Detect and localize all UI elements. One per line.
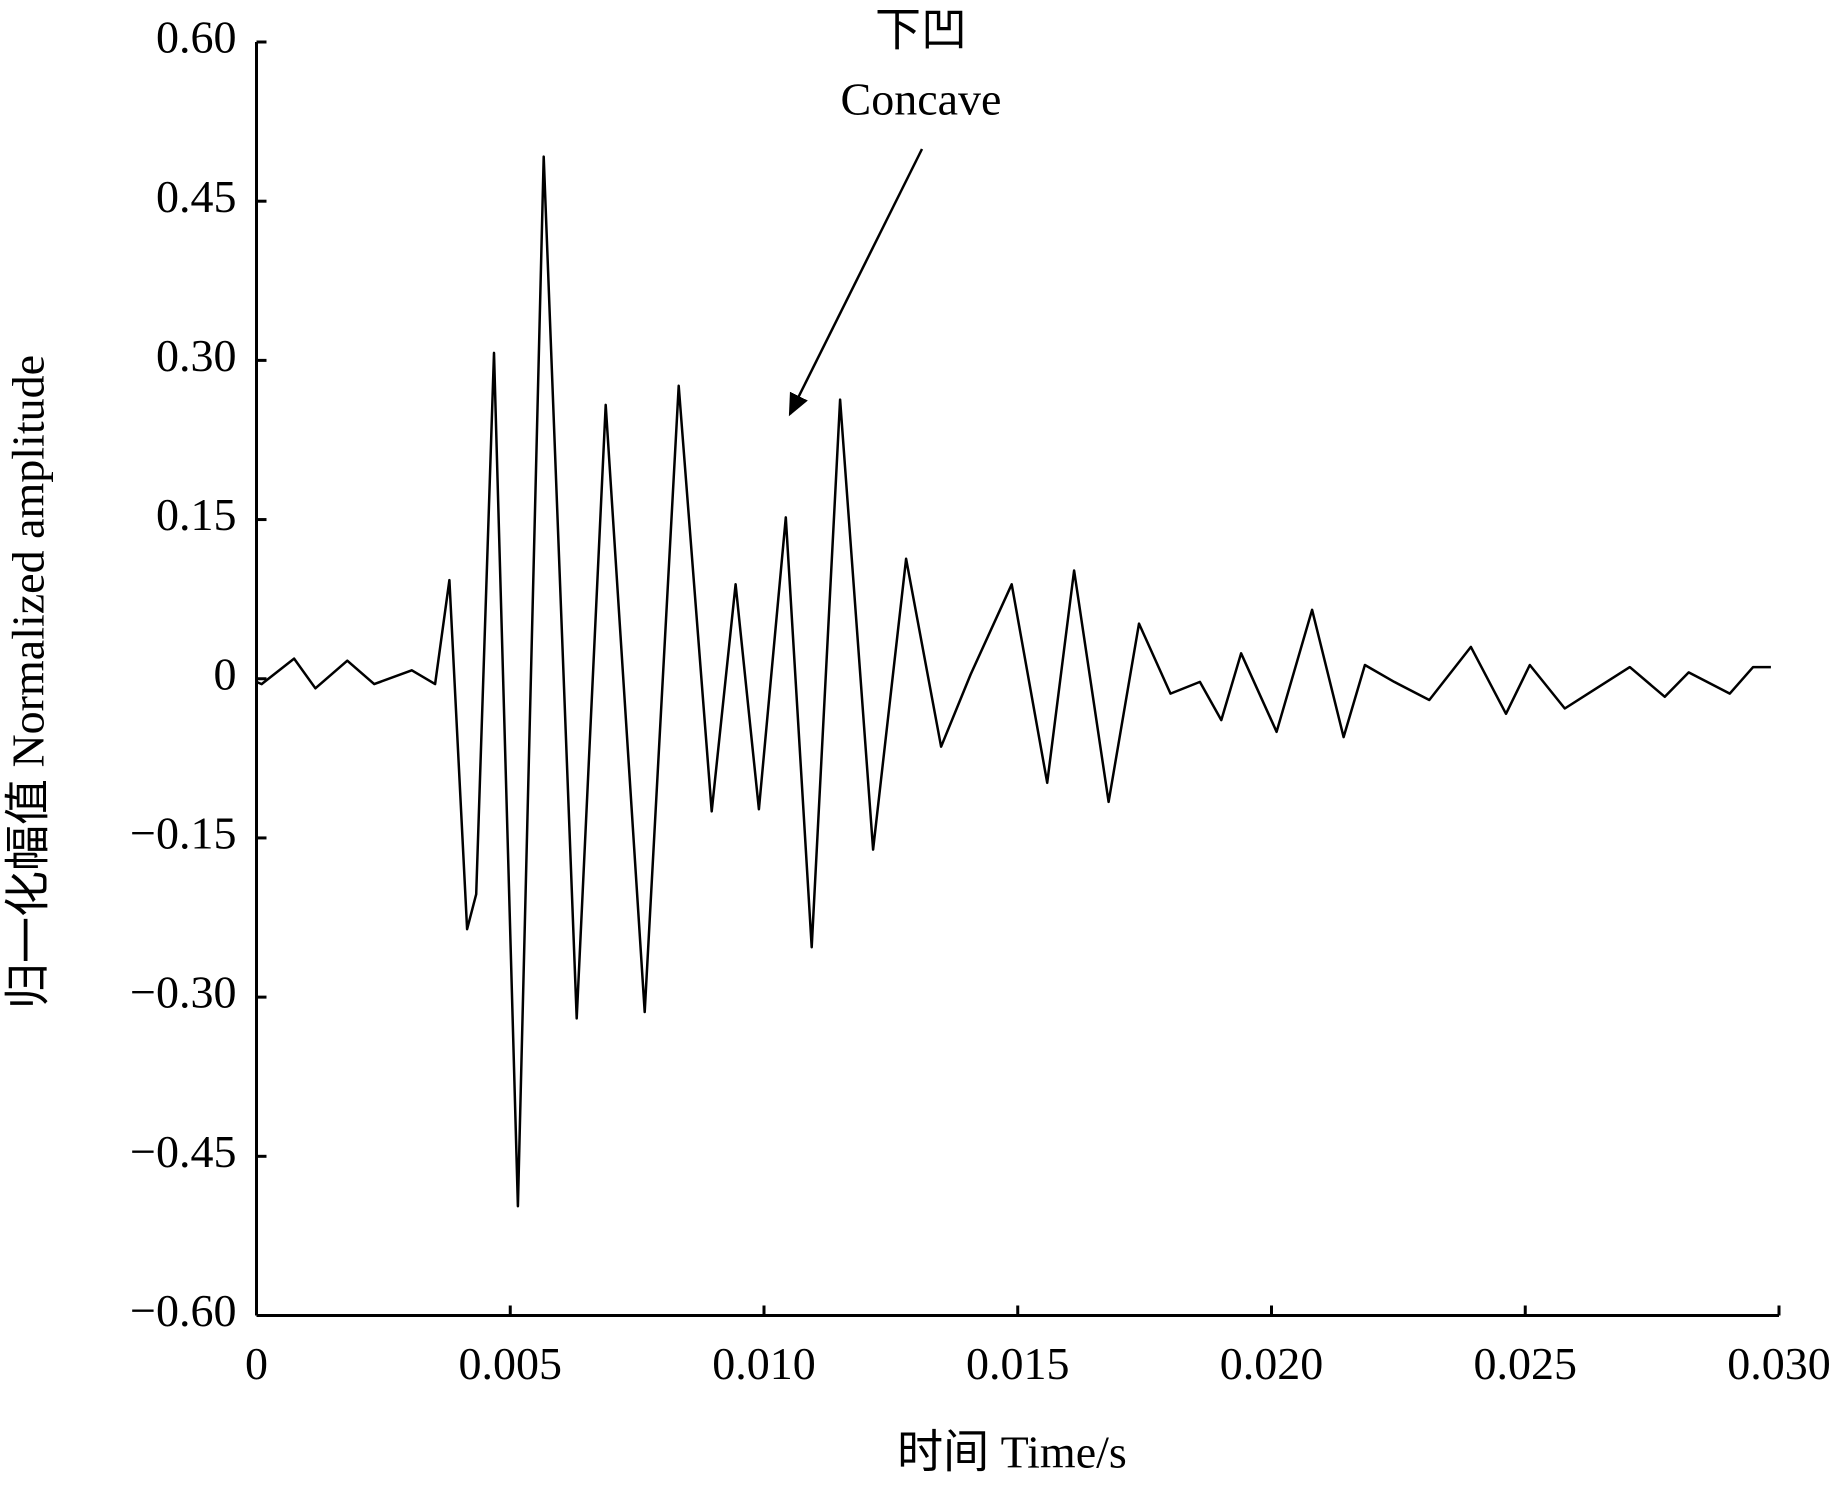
y-tick-label: 0.15	[156, 489, 237, 540]
y-tick-label: −0.30	[130, 967, 236, 1018]
y-tick-label: −0.45	[130, 1126, 236, 1177]
annotation-arrow	[788, 148, 924, 417]
x-tick-label: 0.010	[712, 1338, 816, 1389]
annotation: 下凹	[875, 5, 967, 56]
y-tick-label: 0.45	[156, 171, 237, 222]
x-tick-label: 0.005	[459, 1338, 563, 1389]
y-tick-label: 0.30	[156, 330, 237, 381]
x-tick-label: 0	[245, 1338, 268, 1389]
y-tick-label: 0	[214, 648, 237, 699]
annotation: Concave	[841, 74, 1002, 125]
x-tick-label: 0.030	[1727, 1338, 1831, 1389]
x-tick-label: 0.020	[1220, 1338, 1324, 1389]
y-tick-label: −0.60	[130, 1285, 236, 1336]
y-axis-label: 归一化幅值 Normalized amplitude	[3, 355, 54, 1009]
y-tick-label: −0.15	[130, 808, 236, 859]
x-tick-label: 0.015	[966, 1338, 1070, 1389]
x-tick-label: 0.025	[1474, 1338, 1578, 1389]
data-line	[256, 155, 1771, 1208]
x-axis-label: 时间 Time/s	[897, 1427, 1127, 1478]
y-tick-label: 0.60	[156, 12, 237, 63]
